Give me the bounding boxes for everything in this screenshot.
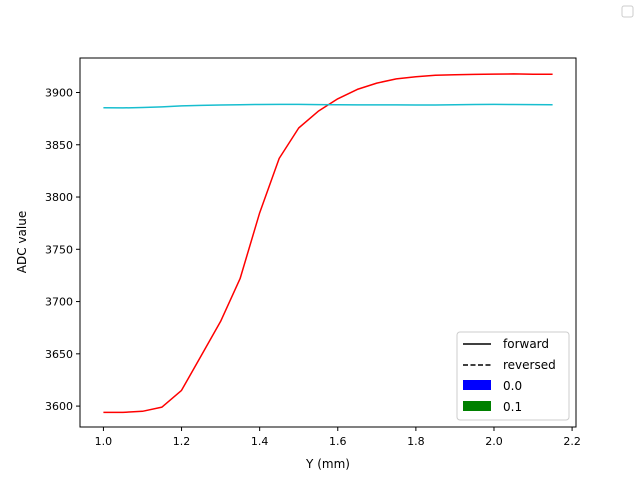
legend-label-0-1: 0.1 [503, 400, 522, 414]
y-tick-label: 3900 [45, 86, 73, 99]
y-axis-ticks: 3600 3650 3700 3750 3800 3850 3900 [45, 86, 80, 413]
x-tick-label: 1.0 [95, 435, 113, 448]
legend-label-forward: forward [503, 337, 549, 351]
y-tick-label: 3750 [45, 243, 73, 256]
series-line-1 [103, 103, 553, 109]
legend-label-reversed: reversed [503, 358, 556, 372]
y-tick-label: 3600 [45, 400, 73, 413]
plot-frame [79, 57, 577, 428]
x-tick-label: 1.8 [407, 435, 425, 448]
x-axis-label: Y (mm) [305, 457, 350, 471]
x-tick-label: 1.2 [173, 435, 191, 448]
empty-figure-legend-box [621, 5, 634, 18]
legend-swatch-0-0 [463, 380, 491, 390]
y-tick-label: 3850 [45, 139, 73, 152]
legend-box [456, 331, 570, 421]
x-axis-ticks: 1.0 1.2 1.4 1.6 1.8 2.0 2.2 [95, 427, 581, 448]
y-tick-label: 3700 [45, 296, 73, 309]
legend-swatch-0-1 [463, 401, 491, 411]
legend: forward reversed 0.0 0.1 [456, 331, 570, 421]
y-tick-label: 3800 [45, 191, 73, 204]
y-axis-label: ADC value [15, 211, 29, 273]
x-tick-label: 1.6 [329, 435, 347, 448]
legend-label-0-0: 0.0 [503, 379, 522, 393]
y-tick-label: 3650 [45, 348, 73, 361]
x-tick-label: 2.0 [485, 435, 503, 448]
x-tick-label: 1.4 [251, 435, 269, 448]
x-tick-label: 2.2 [563, 435, 581, 448]
series-layer [103, 73, 553, 414]
